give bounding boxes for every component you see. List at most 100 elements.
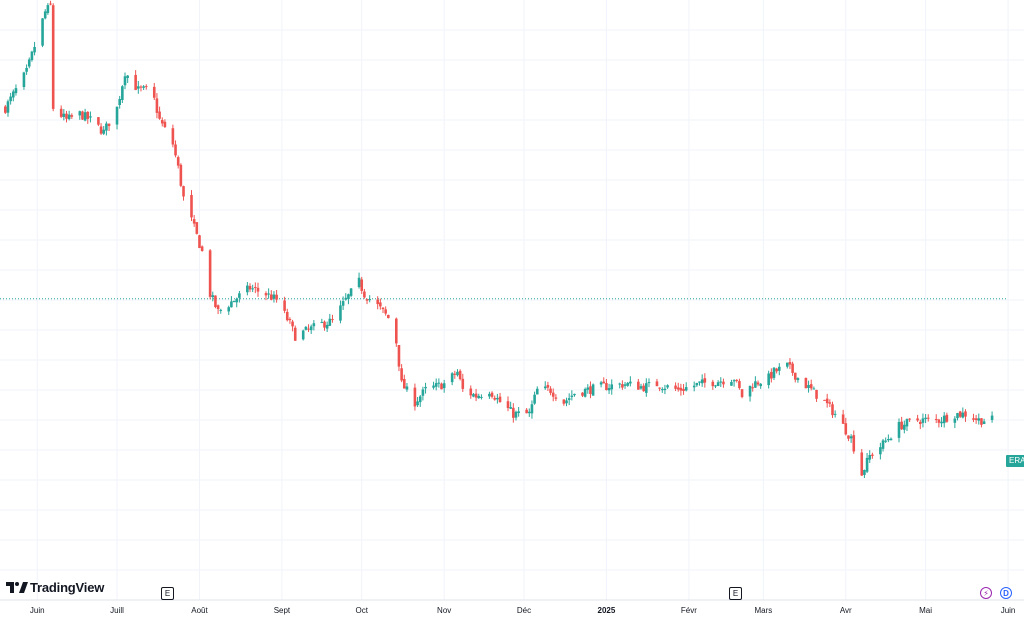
candle-body <box>958 411 962 417</box>
time-axis-label: Juin <box>1001 606 1016 615</box>
candle-body <box>83 112 87 121</box>
candle-body <box>139 86 143 88</box>
candle-body <box>62 113 66 117</box>
candle-body <box>107 123 111 127</box>
candle-body <box>591 384 595 396</box>
candle-body <box>176 157 180 166</box>
candle-body <box>126 75 129 78</box>
candle-body <box>937 419 941 423</box>
candle-body <box>269 294 273 300</box>
candle-body <box>778 366 781 371</box>
candle-body <box>51 5 55 109</box>
candle-body <box>349 288 353 296</box>
candle-body <box>254 286 257 288</box>
candle-body <box>573 393 576 396</box>
candle-body <box>416 401 419 406</box>
candle-body <box>990 415 994 420</box>
candle-body <box>424 386 427 389</box>
earnings-event-marker[interactable]: E <box>729 587 742 600</box>
candle-body <box>33 46 36 53</box>
candle-body <box>865 457 869 472</box>
time-axis-label: Févr <box>681 606 697 615</box>
candle-body <box>301 330 305 340</box>
candle-body <box>46 5 50 14</box>
candle-body <box>418 396 422 403</box>
candle-body <box>70 115 74 117</box>
candle-body <box>65 113 68 119</box>
candle-body <box>307 328 310 330</box>
candle-body <box>437 382 441 384</box>
candle-body <box>793 372 797 380</box>
candle-body <box>602 381 606 384</box>
time-axis-label: Août <box>191 606 208 615</box>
candle-body <box>288 319 292 321</box>
candle-body <box>304 326 308 330</box>
candle-body <box>387 314 390 319</box>
candle-body <box>474 393 478 398</box>
candle-body <box>759 383 762 387</box>
candle-body <box>27 59 31 67</box>
candle-body <box>621 384 624 388</box>
candle-body <box>692 385 696 388</box>
candle-body <box>331 319 334 321</box>
time-axis-label: Mars <box>754 606 772 615</box>
candle-body <box>642 385 645 392</box>
candle-body <box>67 114 71 120</box>
candle-body <box>41 18 44 46</box>
tradingview-logo-text: TradingView <box>30 580 105 595</box>
candle-body <box>195 222 199 234</box>
candle-body <box>695 382 699 386</box>
candle-body <box>772 367 776 378</box>
candle-body <box>22 72 26 87</box>
candle-body <box>828 402 832 404</box>
candle-body <box>586 387 590 390</box>
candle-body <box>807 385 810 388</box>
candle-body <box>144 86 148 88</box>
candle-body <box>86 111 90 119</box>
candle-body <box>809 384 813 389</box>
candle-body <box>980 418 983 425</box>
candle-body <box>889 438 893 441</box>
candle-body <box>740 389 744 398</box>
candle-body <box>599 382 603 385</box>
lightning-icon[interactable]: ⚡ <box>980 587 992 599</box>
candle-body <box>567 398 571 400</box>
candle-body <box>200 246 204 251</box>
tradingview-logo[interactable]: TradingView <box>6 580 104 595</box>
candle-body <box>831 404 834 416</box>
time-axis-label: Juill <box>110 606 124 615</box>
dividend-badge[interactable]: D <box>1000 587 1012 599</box>
candle-body <box>99 126 103 134</box>
candle-body <box>512 407 515 418</box>
candle-body <box>897 421 901 438</box>
symbol-price-tag: ERA <box>1006 455 1024 467</box>
candle-body <box>25 67 28 72</box>
candle-body <box>4 106 7 113</box>
candle-body <box>841 414 845 424</box>
candle-body <box>283 300 286 311</box>
candle-body <box>152 86 156 98</box>
candle-body <box>698 381 701 383</box>
candle-body <box>256 287 260 292</box>
candle-body <box>230 301 233 308</box>
candle-body <box>379 302 382 307</box>
candle-body <box>216 305 220 310</box>
candle-body <box>730 381 733 386</box>
candle-body <box>365 299 369 301</box>
earnings-event-marker[interactable]: E <box>161 587 174 600</box>
candle-body <box>722 381 725 385</box>
candle-body <box>469 388 473 396</box>
candle-body <box>530 404 534 414</box>
candle-body <box>823 399 826 401</box>
candle-body <box>796 378 800 381</box>
candle-body <box>940 421 943 424</box>
candle-body <box>714 385 717 387</box>
candle-body <box>887 439 890 441</box>
candle-body <box>134 74 137 90</box>
candle-body <box>14 88 18 94</box>
candle-body <box>754 381 757 388</box>
candle-body <box>160 120 164 124</box>
candle-body <box>498 396 502 403</box>
candle-body <box>285 311 289 321</box>
